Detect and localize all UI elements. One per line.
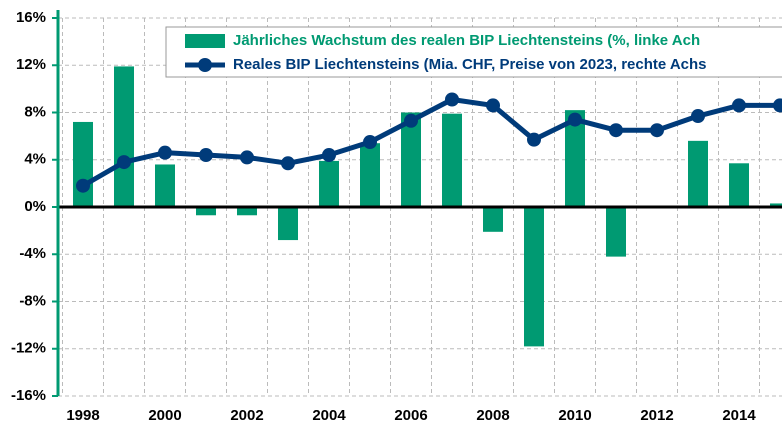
y-tick-label: 8% [24, 103, 46, 120]
bar [114, 66, 134, 208]
y-tick-label: 16% [16, 9, 46, 26]
y-tick-label: -8% [19, 292, 46, 309]
line-marker [240, 150, 254, 165]
x-tick-label: 2012 [640, 407, 673, 424]
line-marker [527, 132, 541, 147]
bar [729, 163, 749, 207]
line-marker [732, 98, 746, 113]
y-tick-label: -4% [19, 245, 46, 262]
bar [237, 207, 257, 216]
x-tick-label: 1998 [66, 407, 99, 424]
line-marker [568, 112, 582, 127]
line-marker [691, 109, 705, 124]
y-tick-label: 0% [24, 198, 46, 215]
legend: Jährliches Wachstum des realen BIP Liech… [165, 26, 782, 78]
bar [401, 112, 421, 207]
line-marker [609, 123, 623, 138]
bar [524, 207, 544, 347]
bar [360, 143, 380, 207]
legend-swatch [185, 34, 225, 48]
x-tick-label: 2008 [476, 407, 509, 424]
line-marker [117, 155, 131, 170]
bar [319, 160, 339, 207]
line-marker [486, 98, 500, 113]
line-marker [404, 113, 418, 128]
bar [73, 121, 93, 207]
y-tick-label: -16% [11, 387, 46, 404]
bar [565, 110, 585, 207]
line-marker [773, 98, 782, 113]
line-marker [158, 145, 172, 160]
legend-swatch [198, 58, 212, 72]
x-tick-label: 2006 [394, 407, 427, 424]
line-marker [445, 92, 459, 107]
legend-label: Jährliches Wachstum des realen BIP Liech… [233, 32, 700, 49]
line-marker [199, 148, 213, 163]
x-tick-label: 2010 [558, 407, 591, 424]
legend-box [165, 26, 782, 78]
bar [483, 207, 503, 232]
line-marker [363, 135, 377, 150]
bar [606, 207, 626, 257]
bar [688, 140, 708, 207]
bar [278, 207, 298, 241]
x-tick-label: 2014 [722, 407, 756, 424]
line-marker [322, 148, 336, 163]
y-tick-label: -12% [11, 340, 46, 357]
line-marker [650, 123, 664, 138]
x-tick-label: 2002 [230, 407, 263, 424]
x-tick-label: 2004 [312, 407, 346, 424]
bar [155, 164, 175, 207]
line-marker [281, 156, 295, 171]
y-tick-label: 12% [16, 56, 46, 73]
line-marker [76, 178, 90, 193]
x-tick-label: 2000 [148, 407, 181, 424]
legend-label: Reales BIP Liechtensteins (Mia. CHF, Pre… [233, 56, 707, 73]
bar [442, 113, 462, 207]
bar [770, 203, 782, 207]
y-tick-label: 4% [24, 151, 46, 168]
bar [196, 207, 216, 216]
